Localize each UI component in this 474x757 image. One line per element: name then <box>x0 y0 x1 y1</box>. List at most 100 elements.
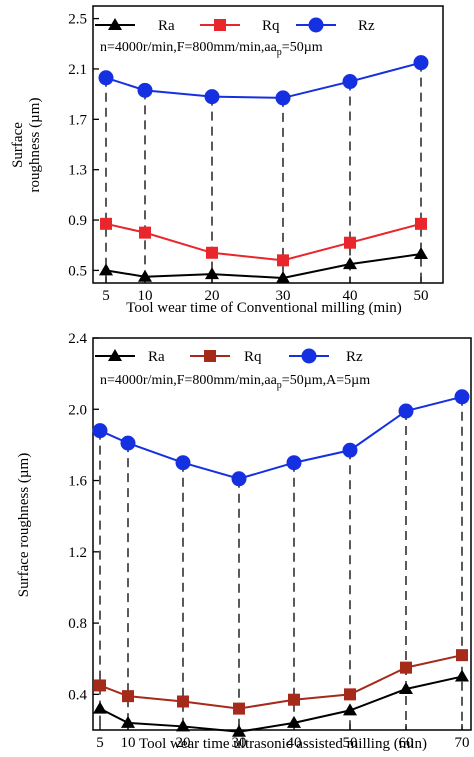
x-tick-label: 20 <box>205 288 220 304</box>
y-tick-label: 2.1 <box>68 62 87 78</box>
circle-marker <box>308 17 324 33</box>
series-line <box>105 253 422 279</box>
x-tick-label: 50 <box>414 288 429 304</box>
x-tick-label: 50 <box>343 735 358 751</box>
series-line <box>99 654 463 710</box>
plot-frame <box>92 5 444 284</box>
triangle-marker <box>232 724 246 737</box>
legend-label: Rz <box>346 349 363 365</box>
y-tick-label: 0.9 <box>68 213 87 229</box>
circle-marker <box>286 455 302 471</box>
square-marker <box>415 217 427 230</box>
y-tick-label: 0.8 <box>68 616 87 632</box>
x-tick-label: 5 <box>96 735 104 751</box>
x-tick-label: 40 <box>343 288 358 304</box>
triangle-marker <box>276 270 290 283</box>
y-axis-label: Surface roughness (µm) <box>16 453 32 597</box>
triangle-marker <box>414 247 428 260</box>
x-tick-label: 70 <box>455 735 470 751</box>
triangle-marker <box>108 18 122 30</box>
triangle-marker <box>108 349 122 361</box>
circle-marker <box>98 70 114 86</box>
legend-item-rz: Rz <box>289 348 363 365</box>
legend-label: Rq <box>244 349 262 365</box>
chart-2: 0.4 0.8 1.2 1.6 2.0 2.4 5 10 20 30 40 50 60 70 Ra Rq Rz n… <box>16 331 472 752</box>
series-rq <box>100 217 427 267</box>
square-marker <box>177 695 189 708</box>
triangle-marker <box>93 701 107 714</box>
legend-label: Rq <box>262 18 280 34</box>
legend-label: Rz <box>358 18 375 34</box>
square-marker <box>139 226 151 239</box>
triangle-marker <box>343 703 357 716</box>
x-tick-label: 40 <box>287 735 302 751</box>
square-marker <box>277 254 289 267</box>
legend-item-ra: Ra <box>95 349 165 365</box>
legend-item-ra: Ra <box>95 18 175 34</box>
circle-marker <box>301 348 317 364</box>
triangle-marker <box>205 267 219 280</box>
y-tick-label: 1.2 <box>68 545 87 561</box>
x-tick-label: 30 <box>232 735 247 751</box>
x-tick-label: 60 <box>399 735 414 751</box>
square-marker <box>122 690 134 703</box>
series-line <box>99 675 463 733</box>
legend-item-rz: Rz <box>296 17 375 34</box>
legend-label: Ra <box>158 18 175 34</box>
condition-annotation: n=4000r/min,F=800mm/min,aap=50µm,A=5µm <box>100 373 370 391</box>
triangle-marker <box>99 263 113 276</box>
triangle-marker <box>455 669 469 682</box>
y-tick-label: 0.5 <box>68 263 87 279</box>
series-rq <box>94 649 468 715</box>
square-marker <box>206 246 218 259</box>
series-line <box>99 395 463 480</box>
series-ra <box>99 247 428 283</box>
square-marker <box>344 236 356 249</box>
circle-marker <box>398 403 414 419</box>
x-tick-label: 5 <box>102 288 110 304</box>
circle-marker <box>204 89 220 105</box>
triangle-marker <box>138 269 152 282</box>
y-tick-label: 2.4 <box>68 331 87 347</box>
square-marker <box>100 217 112 230</box>
x-axis-label: Tool wear time ultrasonic assisted milli… <box>139 736 427 752</box>
y-tick-label: 0.4 <box>68 687 87 703</box>
legend-item-rq: Rq <box>190 349 262 365</box>
circle-marker <box>275 90 291 106</box>
circle-marker <box>175 455 191 471</box>
y-tick-label: 1.6 <box>68 474 87 490</box>
circle-marker <box>92 423 108 439</box>
triangle-marker <box>343 257 357 270</box>
triangle-marker <box>399 682 413 695</box>
series-line <box>105 222 422 262</box>
y-axis-label: Surfaceroughness (µm) <box>10 98 43 193</box>
plot-frame <box>92 337 472 731</box>
square-marker <box>288 693 300 706</box>
triangle-marker <box>121 715 135 728</box>
series-rz <box>92 389 470 487</box>
circle-marker <box>137 82 153 98</box>
square-marker <box>204 350 216 362</box>
legend-label: Ra <box>148 349 165 365</box>
square-marker <box>456 649 468 662</box>
condition-annotation: n=4000r/min,F=800mm/min,aap=50µm <box>100 40 323 58</box>
y-tick-label: 1.7 <box>68 112 87 128</box>
triangle-marker <box>176 719 190 732</box>
circle-marker <box>231 471 247 487</box>
square-marker <box>400 661 412 674</box>
circle-marker <box>413 55 429 71</box>
square-marker <box>94 679 106 692</box>
x-tick-label: 10 <box>138 288 153 304</box>
x-tick-label: 10 <box>121 735 136 751</box>
circle-marker <box>120 435 136 451</box>
series-line <box>105 61 422 99</box>
triangle-marker <box>287 715 301 728</box>
circle-marker <box>342 74 358 90</box>
square-marker <box>233 702 245 715</box>
legend-item-rq: Rq <box>200 18 280 34</box>
circle-marker <box>454 389 470 405</box>
circle-marker <box>342 442 358 458</box>
y-tick-label: 2.0 <box>68 402 87 418</box>
square-marker <box>214 19 226 31</box>
